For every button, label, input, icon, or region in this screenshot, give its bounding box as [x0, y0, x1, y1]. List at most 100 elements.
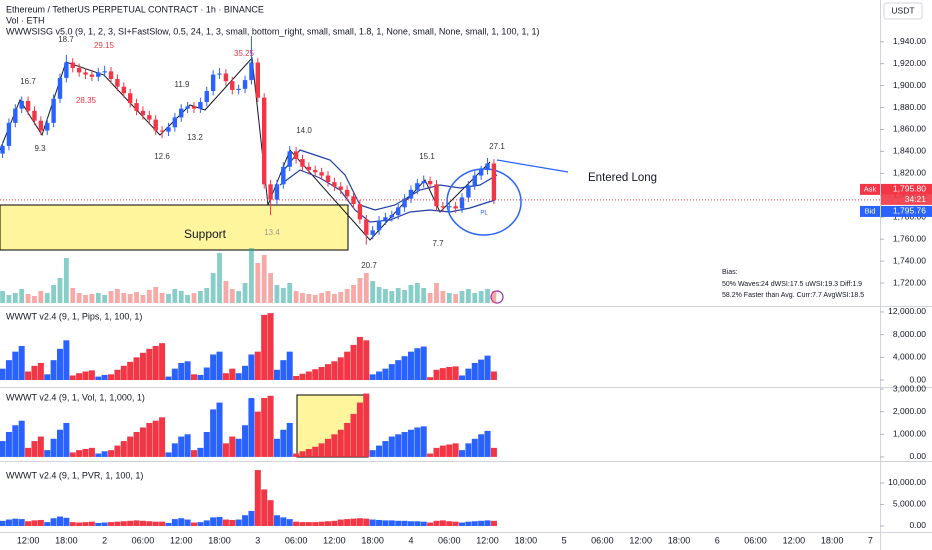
candle-body	[313, 170, 318, 173]
wave-bar	[280, 517, 287, 526]
x-tick-label: 4	[408, 535, 413, 545]
wave-bar	[108, 522, 115, 526]
x-tick-label: 18:00	[55, 535, 78, 545]
wave-bar	[299, 522, 306, 526]
wave-bar	[356, 336, 363, 381]
wave-bar	[344, 422, 351, 457]
wave-bar	[395, 434, 402, 457]
wave-bar	[229, 368, 236, 381]
wave-bar	[171, 443, 178, 457]
volume-bar	[63, 258, 69, 303]
wave-bar	[44, 374, 51, 381]
wave-bar	[363, 340, 370, 381]
candle-body	[159, 130, 165, 132]
wave-bar	[0, 368, 6, 381]
wave-bar	[318, 443, 325, 457]
wave-bar	[273, 515, 280, 526]
wave-bar	[235, 373, 242, 381]
volume-bar	[121, 293, 127, 303]
volume-bar	[197, 291, 203, 303]
volume-bar	[108, 291, 114, 303]
volume-bar	[249, 248, 254, 303]
upper-band	[279, 149, 498, 211]
candle-body	[204, 91, 209, 103]
wave-bar	[401, 520, 408, 526]
wave-label: 9.3	[34, 144, 46, 153]
candle-body	[147, 115, 152, 120]
wave-label: 13.4	[264, 228, 280, 237]
y-tick-label: 1,880.00	[893, 102, 926, 112]
wave-bar	[229, 436, 236, 457]
wave-label: 15.1	[419, 152, 435, 161]
wave-bar	[382, 441, 389, 457]
y-tick-label: 1,860.00	[893, 124, 926, 134]
wave-bar	[76, 373, 83, 381]
wave-bar	[261, 314, 268, 381]
candle-body	[89, 74, 95, 77]
pane-title: WWWT v2.4 (9, 1, Vol, 1, 1,000, 1)	[6, 392, 145, 402]
wave-bar	[120, 521, 127, 526]
candle-body	[236, 88, 241, 90]
wave-bar	[465, 521, 472, 526]
wave-bar	[133, 357, 140, 381]
wave-bar	[210, 409, 217, 457]
currency-box[interactable]	[883, 2, 923, 20]
candle-body	[230, 81, 235, 90]
wave-bar	[95, 376, 102, 381]
wave-label: 29.15	[94, 41, 115, 50]
ask-label: Ask	[864, 184, 877, 193]
volume-bar	[217, 253, 222, 303]
candle-body	[261, 97, 267, 185]
wave-bar	[31, 441, 38, 457]
wave-label: 14.0	[296, 126, 312, 135]
x-tick-label: 18:00	[515, 535, 538, 545]
candle-body	[268, 184, 273, 200]
wave-bar	[376, 371, 383, 381]
volume-bar	[344, 289, 350, 303]
wave-bar	[210, 354, 217, 381]
wave-bar	[203, 432, 210, 457]
x-tick-label: 18:00	[208, 535, 231, 545]
wave-bar	[305, 371, 312, 381]
wave-bar	[56, 348, 63, 381]
wave-bar	[88, 521, 95, 526]
wave-bar	[76, 450, 83, 457]
wave-bar	[63, 422, 70, 457]
pane-title: WWWT v2.4 (9, 1, PVR, 1, 100, 1)	[6, 470, 143, 480]
candle-body	[364, 219, 369, 235]
wave-bar	[12, 351, 19, 381]
bias-text: 50% Waves:24 dWSI:17.5 uWSI:19.3 Diff:1.…	[722, 281, 862, 288]
candle-body	[83, 72, 88, 75]
candle-body	[287, 151, 292, 167]
volume-bar	[204, 288, 210, 303]
currency-label[interactable]: USDT	[891, 5, 914, 15]
y-tick-label: 8,000.00	[893, 329, 926, 339]
wave-bar	[350, 413, 357, 457]
volume-bar	[261, 255, 267, 303]
wave-bar	[388, 364, 395, 381]
wave-bar	[484, 355, 491, 381]
candle-body	[185, 106, 190, 109]
volume-bar	[178, 291, 184, 303]
wave-bar	[350, 518, 357, 526]
x-tick-label: 12:00	[783, 535, 806, 545]
wave-bar	[0, 520, 6, 526]
wave-bar	[369, 374, 376, 381]
candle-body	[242, 80, 248, 89]
x-tick-label: 7	[868, 535, 873, 545]
volume-bar	[459, 291, 465, 303]
volume-bar	[102, 295, 108, 303]
volume-bar	[51, 285, 57, 303]
candle-body	[408, 189, 414, 199]
volume-bar	[331, 294, 337, 303]
wave-bar	[159, 521, 166, 526]
wave-bar	[203, 520, 210, 526]
wave-bar	[280, 429, 287, 457]
wave-bar	[376, 445, 383, 457]
wave-bar	[37, 436, 44, 457]
wave-bar	[363, 393, 370, 457]
candle-body	[281, 166, 286, 185]
volume-bar	[414, 283, 420, 303]
candle-body	[25, 100, 31, 111]
